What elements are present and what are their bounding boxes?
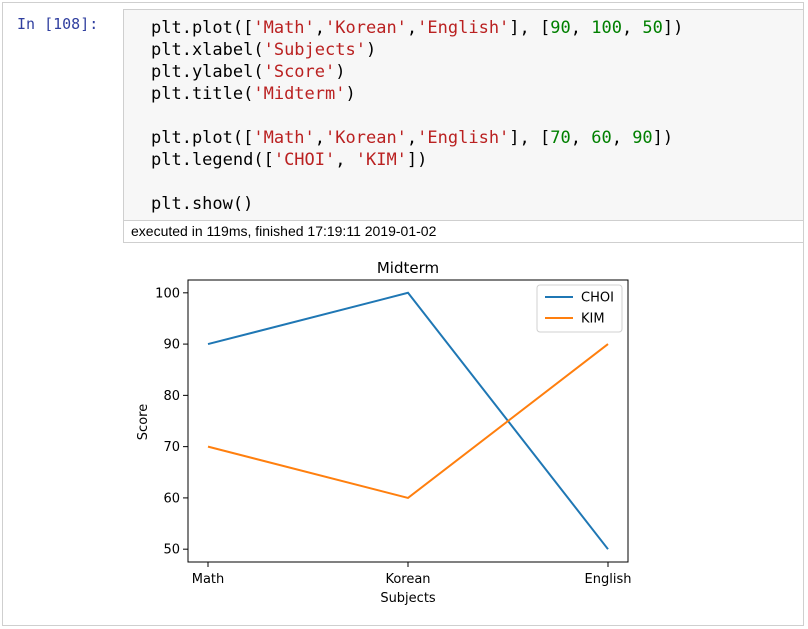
- code-string: 'English': [417, 128, 510, 148]
- chart-output: Midterm Subjects Score 50 60 70 80 90 100 Math…: [136, 259, 632, 606]
- chart-title: Midterm: [377, 259, 439, 277]
- code-number: 50: [642, 18, 663, 38]
- code-line: plt.plot(['Math','Korean','English'], [9…: [151, 17, 683, 39]
- y-tick-label: 70: [163, 440, 180, 455]
- code-token: ): [345, 84, 356, 104]
- code-token: ): [365, 40, 377, 60]
- code-token: ], [: [509, 18, 551, 38]
- code-editor[interactable]: plt.plot(['Math','Korean','English'], [9…: [151, 17, 683, 215]
- code-string: 'English': [417, 18, 510, 38]
- series-line-kim: [207, 343, 609, 499]
- code-string: 'Midterm': [253, 84, 346, 104]
- code-token: plt.plot([: [151, 18, 254, 38]
- code-token: plt.title(: [151, 84, 254, 104]
- code-token: ): [335, 62, 346, 82]
- code-token: ], [: [509, 128, 551, 148]
- code-input-area[interactable]: plt.plot(['Math','Korean','English'], [9…: [123, 9, 804, 221]
- code-number: 70: [550, 128, 571, 148]
- code-string: 'Math': [253, 128, 315, 148]
- x-tick-label: Math: [192, 572, 225, 587]
- code-line: plt.legend(['CHOI', 'KIM']): [151, 149, 683, 171]
- code-line: plt.xlabel('Subjects'): [151, 39, 683, 61]
- code-token: ]): [652, 128, 674, 148]
- code-token: ,: [621, 18, 643, 38]
- y-axis-label: Score: [136, 404, 151, 440]
- code-token: ,: [314, 18, 326, 38]
- code-token: ,: [570, 128, 592, 148]
- series-line-choi: [207, 291, 609, 550]
- y-tick-label: 50: [163, 543, 180, 558]
- code-string: 'Korean': [325, 18, 407, 38]
- code-number: 90: [632, 128, 653, 148]
- code-token: ,: [335, 150, 356, 170]
- code-token: plt.legend([: [151, 150, 274, 170]
- code-token: ,: [570, 18, 592, 38]
- code-string: 'Score': [263, 62, 336, 82]
- code-line: plt.plot(['Math','Korean','English'], [7…: [151, 127, 683, 149]
- y-tick-label: 60: [163, 491, 180, 506]
- plot-frame: [187, 279, 629, 563]
- code-number: 100: [591, 18, 622, 38]
- code-token: ,: [314, 128, 326, 148]
- code-string: 'CHOI': [273, 150, 336, 170]
- code-token: plt.show(): [151, 194, 254, 214]
- code-line: plt.ylabel('Score'): [151, 61, 683, 83]
- code-line: [151, 105, 683, 127]
- execution-info: executed in 119ms, finished 17:19:11 201…: [123, 221, 804, 243]
- x-axis-label: Subjects: [380, 591, 436, 606]
- y-tick-label: 100: [155, 286, 180, 301]
- code-token: ,: [611, 128, 633, 148]
- y-tick-label: 90: [163, 338, 180, 353]
- code-number: 90: [550, 18, 571, 38]
- x-tick-label: English: [585, 572, 632, 587]
- code-token: plt.ylabel(: [151, 62, 264, 82]
- code-line: [151, 171, 683, 193]
- x-tick-label: Korean: [385, 572, 430, 587]
- code-token: ]): [406, 150, 428, 170]
- code-token: ]): [662, 18, 684, 38]
- code-token: plt.plot([: [151, 128, 254, 148]
- code-token: ,: [406, 128, 418, 148]
- code-number: 60: [591, 128, 612, 148]
- code-string: 'Subjects': [263, 40, 366, 60]
- code-string: 'Math': [253, 18, 315, 38]
- code-string: 'Korean': [325, 128, 407, 148]
- legend-label: KIM: [581, 312, 605, 327]
- y-tick-label: 80: [163, 389, 180, 404]
- legend-label: CHOI: [581, 291, 614, 306]
- code-line: plt.title('Midterm'): [151, 83, 683, 105]
- input-prompt: In [108]:: [17, 15, 99, 33]
- code-token: ,: [406, 18, 418, 38]
- code-line: plt.show(): [151, 193, 683, 215]
- code-token: plt.xlabel(: [151, 40, 264, 60]
- code-string: 'KIM': [355, 150, 407, 170]
